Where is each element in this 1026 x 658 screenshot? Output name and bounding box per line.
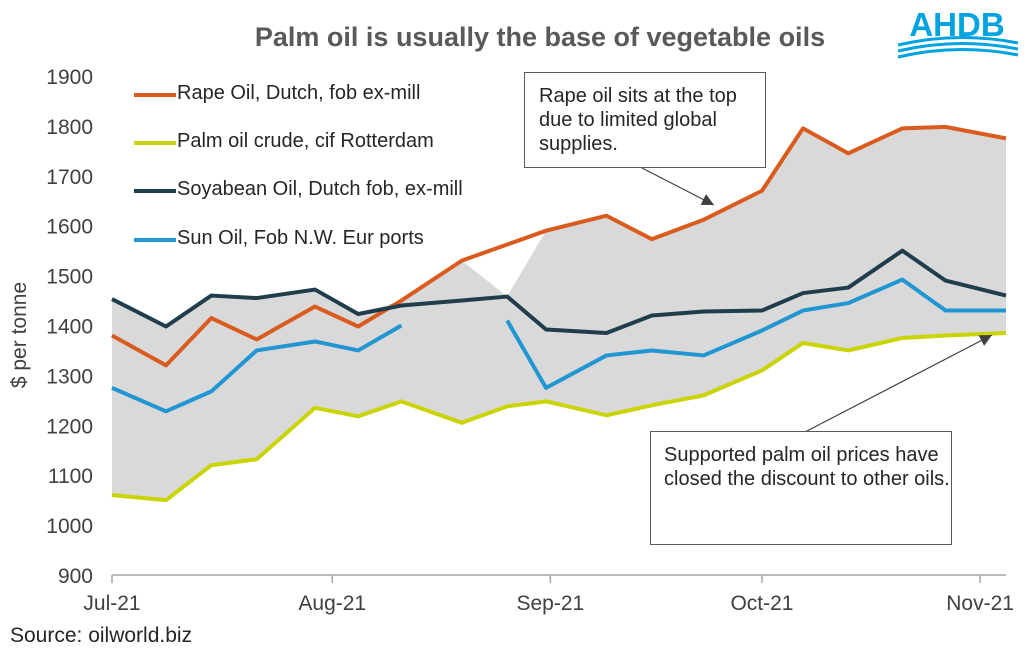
y-tick-label: 900 — [58, 565, 93, 588]
y-axis-title: $ per tonne — [8, 281, 31, 389]
callout-rape: Rape oil sits at the top due to limited … — [524, 72, 766, 168]
y-tick-label: 1300 — [46, 365, 93, 388]
legend-label-rape: Rape Oil, Dutch, fob ex-mill — [177, 82, 421, 104]
x-tick-label: Sep-21 — [517, 592, 585, 615]
series-layer — [111, 124, 1007, 503]
y-tick-label: 1000 — [46, 515, 93, 538]
y-tick-label: 1700 — [46, 166, 93, 189]
series-line-sun-segment-1 — [111, 323, 403, 414]
axis-layer: 900 1000 1100 1200 1300 1400 1500 1600 1700 1800 1… — [46, 66, 1014, 615]
legend-swatch-palm — [134, 141, 176, 145]
series-line-sun-segment-2 — [505, 277, 1006, 390]
y-tick-label: 1800 — [46, 116, 93, 139]
x-tick-label: Aug-21 — [298, 592, 366, 615]
legend-label-soy: Soyabean Oil, Dutch fob, ex-mill — [177, 178, 463, 200]
series-line-palm — [111, 330, 1007, 503]
y-tick-label: 1400 — [46, 316, 93, 339]
logo-wave-2 — [897, 42, 1019, 53]
legend-swatch-sun — [134, 238, 176, 242]
palm-callout-arrowhead — [978, 335, 992, 346]
y-tick-label: 1600 — [46, 216, 93, 239]
y-tick-label: 1500 — [46, 266, 93, 289]
legend-label-sun: Sun Oil, Fob N.W. Eur ports — [177, 227, 424, 249]
chart-title: Palm oil is usually the base of vegetabl… — [254, 22, 826, 52]
logo-wave-1 — [897, 36, 1019, 47]
source-note: Source: oilworld.biz — [10, 624, 193, 647]
x-tick-label: Oct-21 — [730, 592, 793, 615]
legend-label-palm: Palm oil crude, cif Rotterdam — [177, 130, 434, 152]
rape-callout-arrow — [641, 167, 715, 206]
y-tick-label: 1900 — [46, 66, 93, 89]
legend-swatch-soy — [134, 189, 176, 193]
palm-callout-arrow — [804, 334, 993, 433]
y-tick-label: 1200 — [46, 415, 93, 438]
series-line-rape — [111, 124, 1007, 368]
logo-wave-3 — [897, 48, 1019, 59]
annotation-arrows — [641, 167, 993, 433]
ahdb-logo: AHDB — [897, 6, 1019, 59]
rape-callout-arrowhead — [700, 194, 714, 205]
x-tick-label: Nov-21 — [946, 592, 1014, 615]
shaded-range-band — [112, 126, 1006, 501]
callout-palm: Supported palm oil prices have closed th… — [650, 431, 952, 545]
legend-swatch-rape — [134, 93, 176, 97]
x-tick-label: Jul-21 — [83, 592, 140, 615]
y-tick-label: 1100 — [48, 465, 93, 488]
series-line-soy — [111, 248, 1007, 335]
